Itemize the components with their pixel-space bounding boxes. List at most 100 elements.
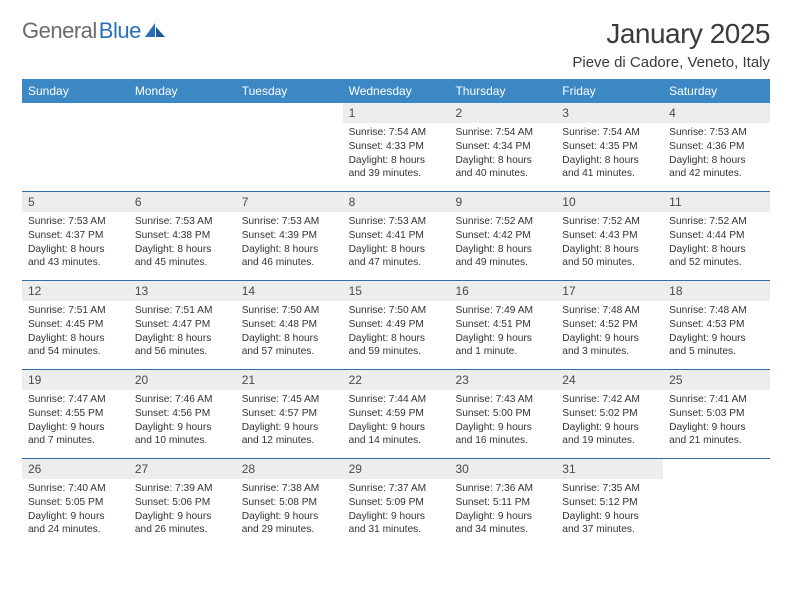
day-number: 5 [22, 192, 129, 212]
sunrise-line: Sunrise: 7:45 AM [242, 393, 337, 407]
brand-part2: Blue [99, 18, 141, 44]
sunset-line: Sunset: 4:51 PM [455, 318, 550, 332]
day-cell: 1Sunrise: 7:54 AMSunset: 4:33 PMDaylight… [343, 103, 450, 191]
day-cell: 23Sunrise: 7:43 AMSunset: 5:00 PMDayligh… [449, 370, 556, 458]
day-body: Sunrise: 7:54 AMSunset: 4:33 PMDaylight:… [343, 123, 450, 187]
day-cell: 29Sunrise: 7:37 AMSunset: 5:09 PMDayligh… [343, 459, 450, 547]
day-number: 17 [556, 281, 663, 301]
sunset-line: Sunset: 4:38 PM [135, 229, 230, 243]
day-body: Sunrise: 7:41 AMSunset: 5:03 PMDaylight:… [663, 390, 770, 454]
day-cell: 25Sunrise: 7:41 AMSunset: 5:03 PMDayligh… [663, 370, 770, 458]
day-number: 23 [449, 370, 556, 390]
sunrise-line: Sunrise: 7:37 AM [349, 482, 444, 496]
day-number: 3 [556, 103, 663, 123]
day-number: 29 [343, 459, 450, 479]
sunset-line: Sunset: 5:06 PM [135, 496, 230, 510]
month-title: January 2025 [572, 18, 770, 50]
day-number [236, 103, 343, 123]
daylight-line: Daylight: 9 hours and 26 minutes. [135, 510, 230, 538]
sunrise-line: Sunrise: 7:53 AM [669, 126, 764, 140]
day-body: Sunrise: 7:35 AMSunset: 5:12 PMDaylight:… [556, 479, 663, 543]
sunrise-line: Sunrise: 7:51 AM [135, 304, 230, 318]
day-body: Sunrise: 7:36 AMSunset: 5:11 PMDaylight:… [449, 479, 556, 543]
sunrise-line: Sunrise: 7:38 AM [242, 482, 337, 496]
daylight-line: Daylight: 9 hours and 14 minutes. [349, 421, 444, 449]
dow-friday: Friday [556, 79, 663, 103]
sunrise-line: Sunrise: 7:50 AM [349, 304, 444, 318]
day-cell: 28Sunrise: 7:38 AMSunset: 5:08 PMDayligh… [236, 459, 343, 547]
week-row: 1Sunrise: 7:54 AMSunset: 4:33 PMDaylight… [22, 103, 770, 192]
sunset-line: Sunset: 4:57 PM [242, 407, 337, 421]
day-number: 11 [663, 192, 770, 212]
sunset-line: Sunset: 5:09 PM [349, 496, 444, 510]
sunrise-line: Sunrise: 7:47 AM [28, 393, 123, 407]
day-cell: 30Sunrise: 7:36 AMSunset: 5:11 PMDayligh… [449, 459, 556, 547]
day-number: 1 [343, 103, 450, 123]
day-cell: 13Sunrise: 7:51 AMSunset: 4:47 PMDayligh… [129, 281, 236, 369]
day-cell: 10Sunrise: 7:52 AMSunset: 4:43 PMDayligh… [556, 192, 663, 280]
sunset-line: Sunset: 4:45 PM [28, 318, 123, 332]
daylight-line: Daylight: 9 hours and 37 minutes. [562, 510, 657, 538]
sunset-line: Sunset: 4:48 PM [242, 318, 337, 332]
day-number: 26 [22, 459, 129, 479]
sunset-line: Sunset: 5:00 PM [455, 407, 550, 421]
dow-tuesday: Tuesday [236, 79, 343, 103]
day-body: Sunrise: 7:45 AMSunset: 4:57 PMDaylight:… [236, 390, 343, 454]
sunset-line: Sunset: 4:47 PM [135, 318, 230, 332]
sunset-line: Sunset: 4:37 PM [28, 229, 123, 243]
daylight-line: Daylight: 8 hours and 39 minutes. [349, 154, 444, 182]
day-number: 14 [236, 281, 343, 301]
day-number: 18 [663, 281, 770, 301]
sunset-line: Sunset: 5:05 PM [28, 496, 123, 510]
daylight-line: Daylight: 8 hours and 52 minutes. [669, 243, 764, 271]
daylight-line: Daylight: 9 hours and 7 minutes. [28, 421, 123, 449]
day-body: Sunrise: 7:46 AMSunset: 4:56 PMDaylight:… [129, 390, 236, 454]
day-number: 12 [22, 281, 129, 301]
day-body: Sunrise: 7:37 AMSunset: 5:09 PMDaylight:… [343, 479, 450, 543]
daylight-line: Daylight: 9 hours and 12 minutes. [242, 421, 337, 449]
sunset-line: Sunset: 4:56 PM [135, 407, 230, 421]
day-number: 21 [236, 370, 343, 390]
sunrise-line: Sunrise: 7:53 AM [242, 215, 337, 229]
daylight-line: Daylight: 8 hours and 57 minutes. [242, 332, 337, 360]
daylight-line: Daylight: 8 hours and 43 minutes. [28, 243, 123, 271]
day-body: Sunrise: 7:52 AMSunset: 4:42 PMDaylight:… [449, 212, 556, 276]
day-body: Sunrise: 7:54 AMSunset: 4:34 PMDaylight:… [449, 123, 556, 187]
day-number: 22 [343, 370, 450, 390]
daylight-line: Daylight: 9 hours and 1 minute. [455, 332, 550, 360]
day-cell: 17Sunrise: 7:48 AMSunset: 4:52 PMDayligh… [556, 281, 663, 369]
daylight-line: Daylight: 9 hours and 10 minutes. [135, 421, 230, 449]
sunrise-line: Sunrise: 7:42 AM [562, 393, 657, 407]
dow-monday: Monday [129, 79, 236, 103]
day-body: Sunrise: 7:38 AMSunset: 5:08 PMDaylight:… [236, 479, 343, 543]
brand-part1: General [22, 18, 97, 44]
sunrise-line: Sunrise: 7:51 AM [28, 304, 123, 318]
day-body: Sunrise: 7:51 AMSunset: 4:45 PMDaylight:… [22, 301, 129, 365]
sunset-line: Sunset: 4:59 PM [349, 407, 444, 421]
daylight-line: Daylight: 8 hours and 50 minutes. [562, 243, 657, 271]
week-row: 12Sunrise: 7:51 AMSunset: 4:45 PMDayligh… [22, 281, 770, 370]
daylight-line: Daylight: 9 hours and 16 minutes. [455, 421, 550, 449]
day-cell: 18Sunrise: 7:48 AMSunset: 4:53 PMDayligh… [663, 281, 770, 369]
day-body: Sunrise: 7:53 AMSunset: 4:39 PMDaylight:… [236, 212, 343, 276]
day-body: Sunrise: 7:50 AMSunset: 4:49 PMDaylight:… [343, 301, 450, 365]
weeks-container: 1Sunrise: 7:54 AMSunset: 4:33 PMDaylight… [22, 103, 770, 547]
day-cell: 15Sunrise: 7:50 AMSunset: 4:49 PMDayligh… [343, 281, 450, 369]
day-number: 2 [449, 103, 556, 123]
sunrise-line: Sunrise: 7:48 AM [562, 304, 657, 318]
sunrise-line: Sunrise: 7:54 AM [562, 126, 657, 140]
daylight-line: Daylight: 9 hours and 5 minutes. [669, 332, 764, 360]
sunrise-line: Sunrise: 7:49 AM [455, 304, 550, 318]
week-row: 26Sunrise: 7:40 AMSunset: 5:05 PMDayligh… [22, 459, 770, 547]
day-number: 28 [236, 459, 343, 479]
topbar: GeneralBlue January 2025 Pieve di Cadore… [22, 18, 770, 71]
daylight-line: Daylight: 8 hours and 42 minutes. [669, 154, 764, 182]
day-cell: 26Sunrise: 7:40 AMSunset: 5:05 PMDayligh… [22, 459, 129, 547]
sunrise-line: Sunrise: 7:36 AM [455, 482, 550, 496]
day-number: 9 [449, 192, 556, 212]
sunrise-line: Sunrise: 7:46 AM [135, 393, 230, 407]
day-cell: 3Sunrise: 7:54 AMSunset: 4:35 PMDaylight… [556, 103, 663, 191]
daylight-line: Daylight: 8 hours and 47 minutes. [349, 243, 444, 271]
day-number: 6 [129, 192, 236, 212]
sunrise-line: Sunrise: 7:54 AM [349, 126, 444, 140]
